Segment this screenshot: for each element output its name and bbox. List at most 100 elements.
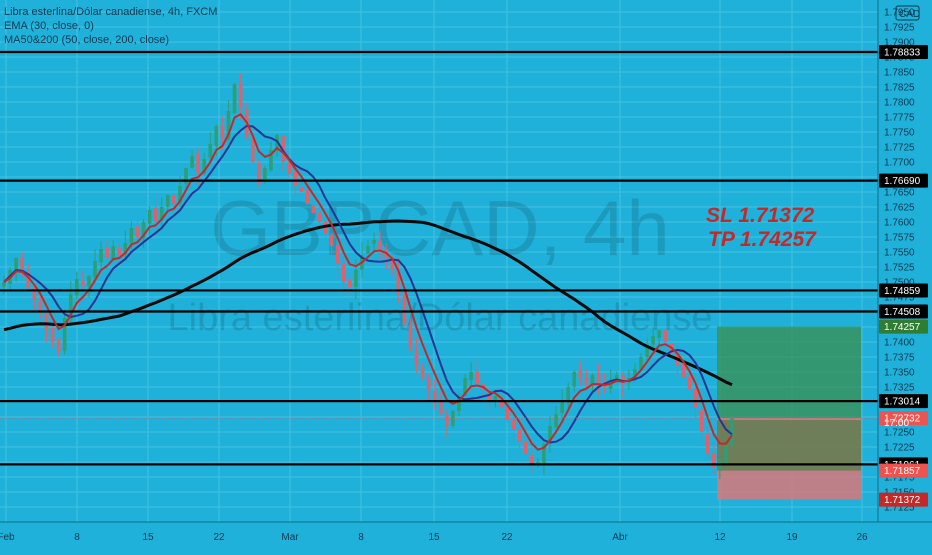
candle-body [87,276,91,286]
candle [730,417,734,449]
candle-body [451,411,455,426]
price-label: 1.71857 [879,463,928,478]
candle [305,189,310,205]
candle [117,242,122,264]
take-profit-annotation[interactable]: TP 1.74257 [708,228,817,251]
time-tick-label: 8 [74,532,80,543]
price-label-box [879,394,928,409]
symbol-title[interactable]: Libra esterlina/Dólar canadiense, 4h, FX… [4,6,218,18]
time-axis[interactable]: Feb 8 15 22 Mar 8 15 22 Abr 12 19 26 [0,532,868,543]
candle-body [663,330,668,342]
price-tick-label: 1.7500 [884,278,915,289]
price-tick-label: 1.7525 [884,263,915,274]
candle [657,329,661,345]
candle-body [402,295,407,324]
candle-body [141,222,146,239]
price-tick-label: 1.7775 [884,113,915,124]
candle-body [159,207,164,221]
candle-body [712,453,716,468]
candle-body [178,186,182,204]
candle-body [584,377,589,384]
candle-body [578,370,583,378]
price-label-box [879,492,928,507]
candle [135,220,140,243]
candle [584,369,589,390]
candle-body [530,454,534,465]
open-profit-zone [717,420,861,471]
candle-body [172,195,176,204]
price-label-text: 1.74508 [884,307,921,318]
price-axis-labels: 1.78833 1.76690 1.74859 1.74508 1.74257 1.730… [879,45,928,507]
candle [439,391,443,417]
ma50-line [3,124,733,444]
candle-body [105,247,109,258]
price-label-box [879,45,928,60]
candle-body [281,135,285,162]
price-label: 1.74859 [879,283,928,298]
candle [596,363,601,397]
price-tick-label: 1.7600 [884,218,915,229]
price-label-text: 1.73014 [884,397,921,408]
candle [111,240,115,261]
candle [572,370,577,392]
candle-body [560,402,564,413]
candle-body [208,144,213,158]
candle-body [487,392,492,402]
candle [172,192,176,210]
candle [718,453,722,480]
candle [269,141,273,172]
candle [420,363,425,381]
candle [469,362,473,387]
candle [536,458,540,468]
candle-body [335,245,340,264]
long-position-tool[interactable] [717,326,861,500]
horizontal-levels[interactable] [0,50,878,466]
indicator-ma-label[interactable]: MA50&200 (50, close, 200, close) [4,34,170,46]
take-profit-zone [717,326,861,419]
candle-body [572,372,577,387]
candle-body [232,84,237,114]
candle-body [657,330,661,338]
candle-body [354,270,358,288]
time-tick-label: 15 [428,532,440,543]
candle [645,337,649,360]
candle [378,230,382,260]
time-tick-label: Abr [612,532,628,543]
candle-body [111,246,115,260]
candle-body [669,343,674,354]
candle-body [432,390,437,402]
currency-badge[interactable]: CAD [895,5,920,21]
price-tick-label: 1.7475 [884,293,915,304]
price-label-text: 1.71372 [884,495,921,506]
price-label-box [879,319,928,334]
candle-body [184,168,188,184]
indicator-ema-label[interactable]: EMA (30, close, 0) [4,20,94,32]
candle-body [226,111,231,140]
candle-body [32,288,37,300]
candle [81,270,85,290]
stop-loss-annotation[interactable]: SL 1.71372 [706,204,815,227]
price-tick-label: 1.7350 [884,368,915,379]
candle-body [372,240,376,244]
candle-body [269,150,273,171]
candle [75,271,79,300]
price-tick-label: 1.7400 [884,338,915,349]
candle-body [20,257,24,273]
price-label: 1.76690 [879,173,928,188]
candle-body [621,375,625,384]
candle-body [123,243,128,255]
candle-body [62,318,67,351]
price-label: 1.78833 [879,45,928,60]
candle-body [341,263,346,282]
candle [87,274,91,298]
candle [147,206,152,234]
candle [299,182,304,194]
candle [68,280,73,326]
candle-body [718,462,722,470]
candle-body [566,387,570,403]
candle-body [305,190,310,204]
candle-body [590,375,595,386]
candle [341,257,346,295]
